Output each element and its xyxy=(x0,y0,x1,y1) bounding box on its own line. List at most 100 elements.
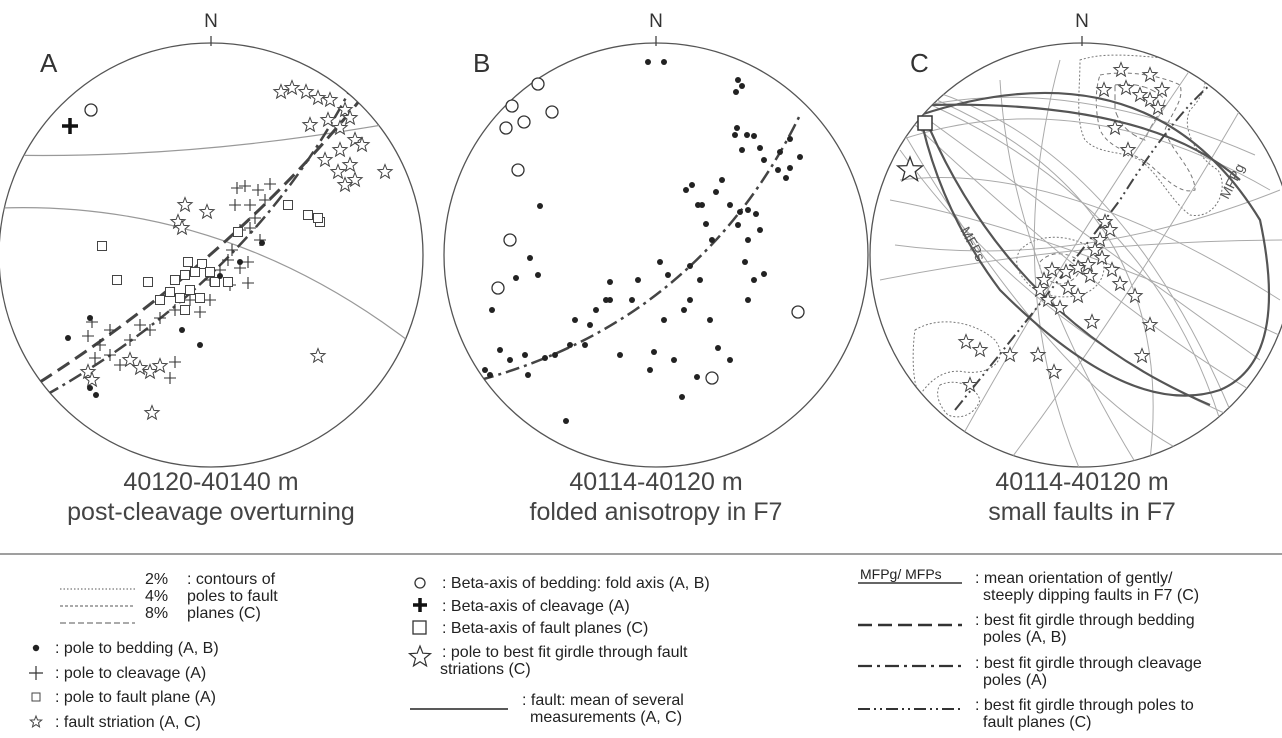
bedding-pole-dot xyxy=(259,240,265,246)
fault-striation-icon xyxy=(29,714,43,729)
striation-star xyxy=(1119,141,1137,158)
beta-axis-fault-square xyxy=(917,115,933,131)
striation-star xyxy=(309,347,327,364)
striation-star xyxy=(272,83,290,100)
striation-star xyxy=(1059,279,1077,296)
bedding-pole-dot xyxy=(683,187,689,193)
fault-plane-pole-square xyxy=(180,305,190,315)
pole-cleavage-icon xyxy=(29,666,43,680)
bedding-pole-dot xyxy=(671,357,677,363)
contour-text-line1: : contours of xyxy=(187,571,276,588)
bedding-pole-dot xyxy=(727,202,733,208)
striation-star xyxy=(301,116,319,133)
striation-star xyxy=(1106,119,1124,136)
legend-contour-text: : contours of poles to fault planes (C) xyxy=(187,571,278,622)
beta-axis-bedding-icon xyxy=(414,577,426,589)
beta-axis-bedding-circle xyxy=(531,77,545,91)
bedding-pole-dot xyxy=(719,177,725,183)
striation-star xyxy=(329,163,347,180)
cleavage-pole-plus xyxy=(124,334,136,346)
bedding-pole-dot xyxy=(93,392,99,398)
bedding-pole-dot xyxy=(587,322,593,328)
cleavage-pole-plus xyxy=(239,180,251,192)
depth-label-a: 40120-40140 m xyxy=(123,468,298,496)
striation-star xyxy=(1045,363,1063,380)
beta-axis-bedding-circle xyxy=(517,115,531,129)
contours-c xyxy=(912,54,1223,418)
girdle-fault-line2: fault planes (C) xyxy=(983,714,1092,731)
striation-star xyxy=(1051,299,1069,316)
cleavage-pole-plus xyxy=(252,184,264,196)
cleavage-pole-plus xyxy=(169,304,181,316)
striation-star xyxy=(376,163,394,180)
cleavage-pole-plus xyxy=(104,349,116,361)
markers-c xyxy=(895,61,1171,393)
fault-plane-pole-square xyxy=(197,259,207,269)
cleavage-pole-plus xyxy=(222,254,234,266)
striation-star xyxy=(1141,66,1159,83)
bedding-pole-dot xyxy=(497,347,503,353)
fault-plane-pole-square xyxy=(223,277,233,287)
stereonet-c: N C xyxy=(869,11,1282,526)
bedding-pole-dot xyxy=(563,418,569,424)
striation-star xyxy=(346,171,364,188)
bedding-pole-dot xyxy=(744,132,750,138)
beta-axis-bedding-circle xyxy=(491,281,505,295)
striation-star xyxy=(321,91,339,108)
striation-star xyxy=(1117,79,1135,96)
bedding-pole-dot xyxy=(552,352,558,358)
girdle-pole-star-icon xyxy=(407,644,433,668)
bedding-pole-dot xyxy=(737,209,743,215)
bedding-pole-dot xyxy=(694,374,700,380)
bedding-pole-dot xyxy=(593,307,599,313)
striation-star xyxy=(1069,287,1087,304)
striation-star xyxy=(1081,267,1099,284)
bedding-pole-dot xyxy=(739,147,745,153)
cleavage-pole-plus xyxy=(231,182,243,194)
girdle-star-line1: : pole to best fit girdle through fault xyxy=(442,644,688,661)
depth-label-b: 40114-40120 m xyxy=(569,468,742,496)
striation-star xyxy=(1043,261,1061,278)
bedding-pole-dot xyxy=(179,327,185,333)
striation-star xyxy=(961,376,979,393)
legend-item-girdle-fault: : best fit girdle through poles to fault… xyxy=(975,697,1194,731)
fault-plane-pole-square xyxy=(205,267,215,277)
bedding-pole-dot xyxy=(567,342,573,348)
north-label-b: N xyxy=(649,11,663,32)
striation-star xyxy=(1057,263,1075,280)
striation-star xyxy=(283,79,301,96)
girdle-star-line2: striations (C) xyxy=(440,661,531,678)
legend-item-girdle-bedding: : best fit girdle through bedding poles … xyxy=(975,612,1195,646)
striation-star xyxy=(1153,81,1171,98)
north-label-a: N xyxy=(204,11,218,32)
bedding-pole-dot xyxy=(732,132,738,138)
contour-level-4: 4% xyxy=(145,588,169,605)
girdle-bedding-line2: poles (A, B) xyxy=(983,629,1067,646)
cleavage-pole-plus xyxy=(82,330,94,342)
bedding-pole-dot xyxy=(507,357,513,363)
bedding-pole-dot xyxy=(197,342,203,348)
bedding-pole-dot xyxy=(661,317,667,323)
bedding-pole-dot xyxy=(753,211,759,217)
bedding-pole-dot xyxy=(787,136,793,142)
bedding-pole-dot xyxy=(665,272,671,278)
legend-contour-levels: 2% 4% 8% xyxy=(145,571,175,622)
striation-star xyxy=(331,119,349,136)
mfps-label: MFPs xyxy=(957,224,988,264)
stereonet-b: N B 40114-40120 m folded anisotropy in F… xyxy=(443,11,869,526)
fault-plane-pole-square xyxy=(190,267,200,277)
fault-plane-pole-square xyxy=(185,285,195,295)
striation-star xyxy=(971,341,989,358)
legend-item-beta-cleavage: : Beta-axis of cleavage (A) xyxy=(442,598,630,615)
legend-item-girdle-cleavage: : best fit girdle through cleavage poles… xyxy=(975,655,1202,689)
striation-star xyxy=(1029,346,1047,363)
cleavage-pole-plus xyxy=(249,212,261,224)
stereonet-a: N A 40120-40140 m post-cleavage overturn… xyxy=(0,11,424,526)
bedding-pole-dot xyxy=(87,385,93,391)
girdle-fault-line1: : best fit girdle through poles to xyxy=(975,697,1194,714)
beta-axis-bedding-circle xyxy=(84,103,98,117)
bedding-pole-dot xyxy=(745,237,751,243)
bedding-pole-dot xyxy=(707,317,713,323)
bedding-pole-dot xyxy=(689,182,695,188)
